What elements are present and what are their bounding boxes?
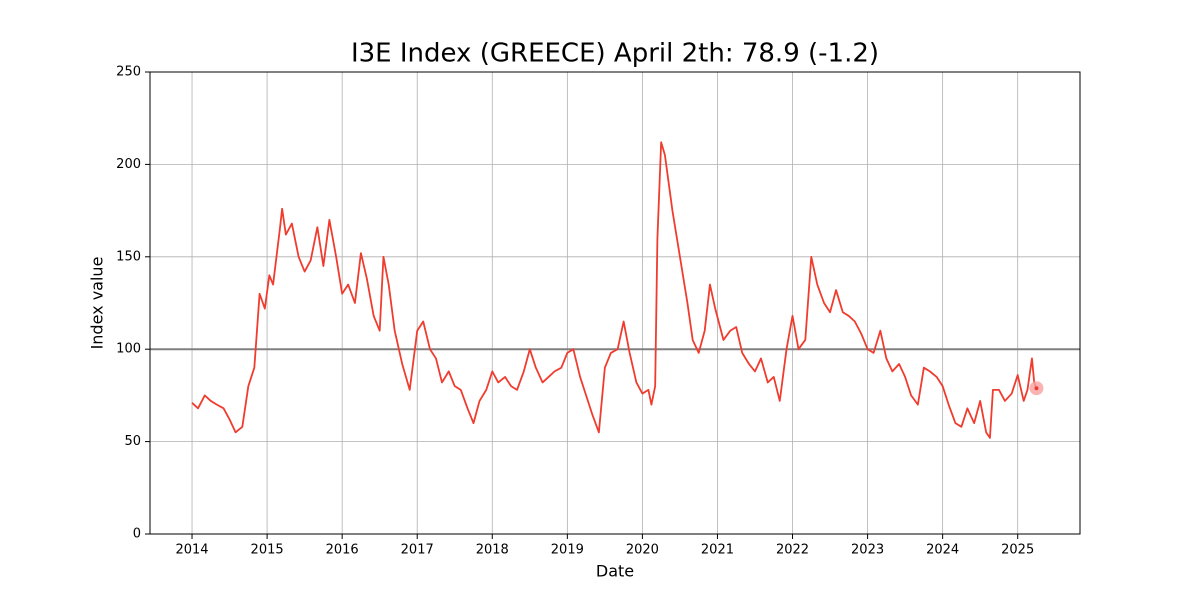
x-tick-label: 2018 <box>476 543 509 558</box>
last-point-dot <box>1034 386 1039 391</box>
y-tick-label: 50 <box>124 434 141 449</box>
x-tick-label: 2020 <box>626 543 659 558</box>
x-tick-label: 2015 <box>251 543 284 558</box>
y-tick-label: 250 <box>116 65 141 80</box>
y-tick-label: 150 <box>116 249 141 264</box>
y-tick-label: 200 <box>116 157 141 172</box>
y-axis-label: Index value <box>88 257 107 350</box>
x-tick-label: 2023 <box>851 543 884 558</box>
plot-frame <box>149 71 1081 535</box>
x-tick-label: 2017 <box>401 543 434 558</box>
x-tick-label: 2019 <box>551 543 584 558</box>
y-tick-label: 0 <box>133 527 141 542</box>
chart-title: I3E Index (GREECE) April 2th: 78.9 (-1.2… <box>351 39 879 69</box>
x-tick-label: 2025 <box>1001 543 1034 558</box>
x-tick-label: 2022 <box>776 543 809 558</box>
x-axis-label: Date <box>596 562 634 581</box>
x-tick-label: 2024 <box>926 543 959 558</box>
x-tick-label: 2016 <box>326 543 359 558</box>
y-tick-label: 100 <box>116 342 141 357</box>
data-line <box>191 141 1038 439</box>
x-tick-label: 2014 <box>175 543 208 558</box>
x-tick-label: 2021 <box>701 543 734 558</box>
